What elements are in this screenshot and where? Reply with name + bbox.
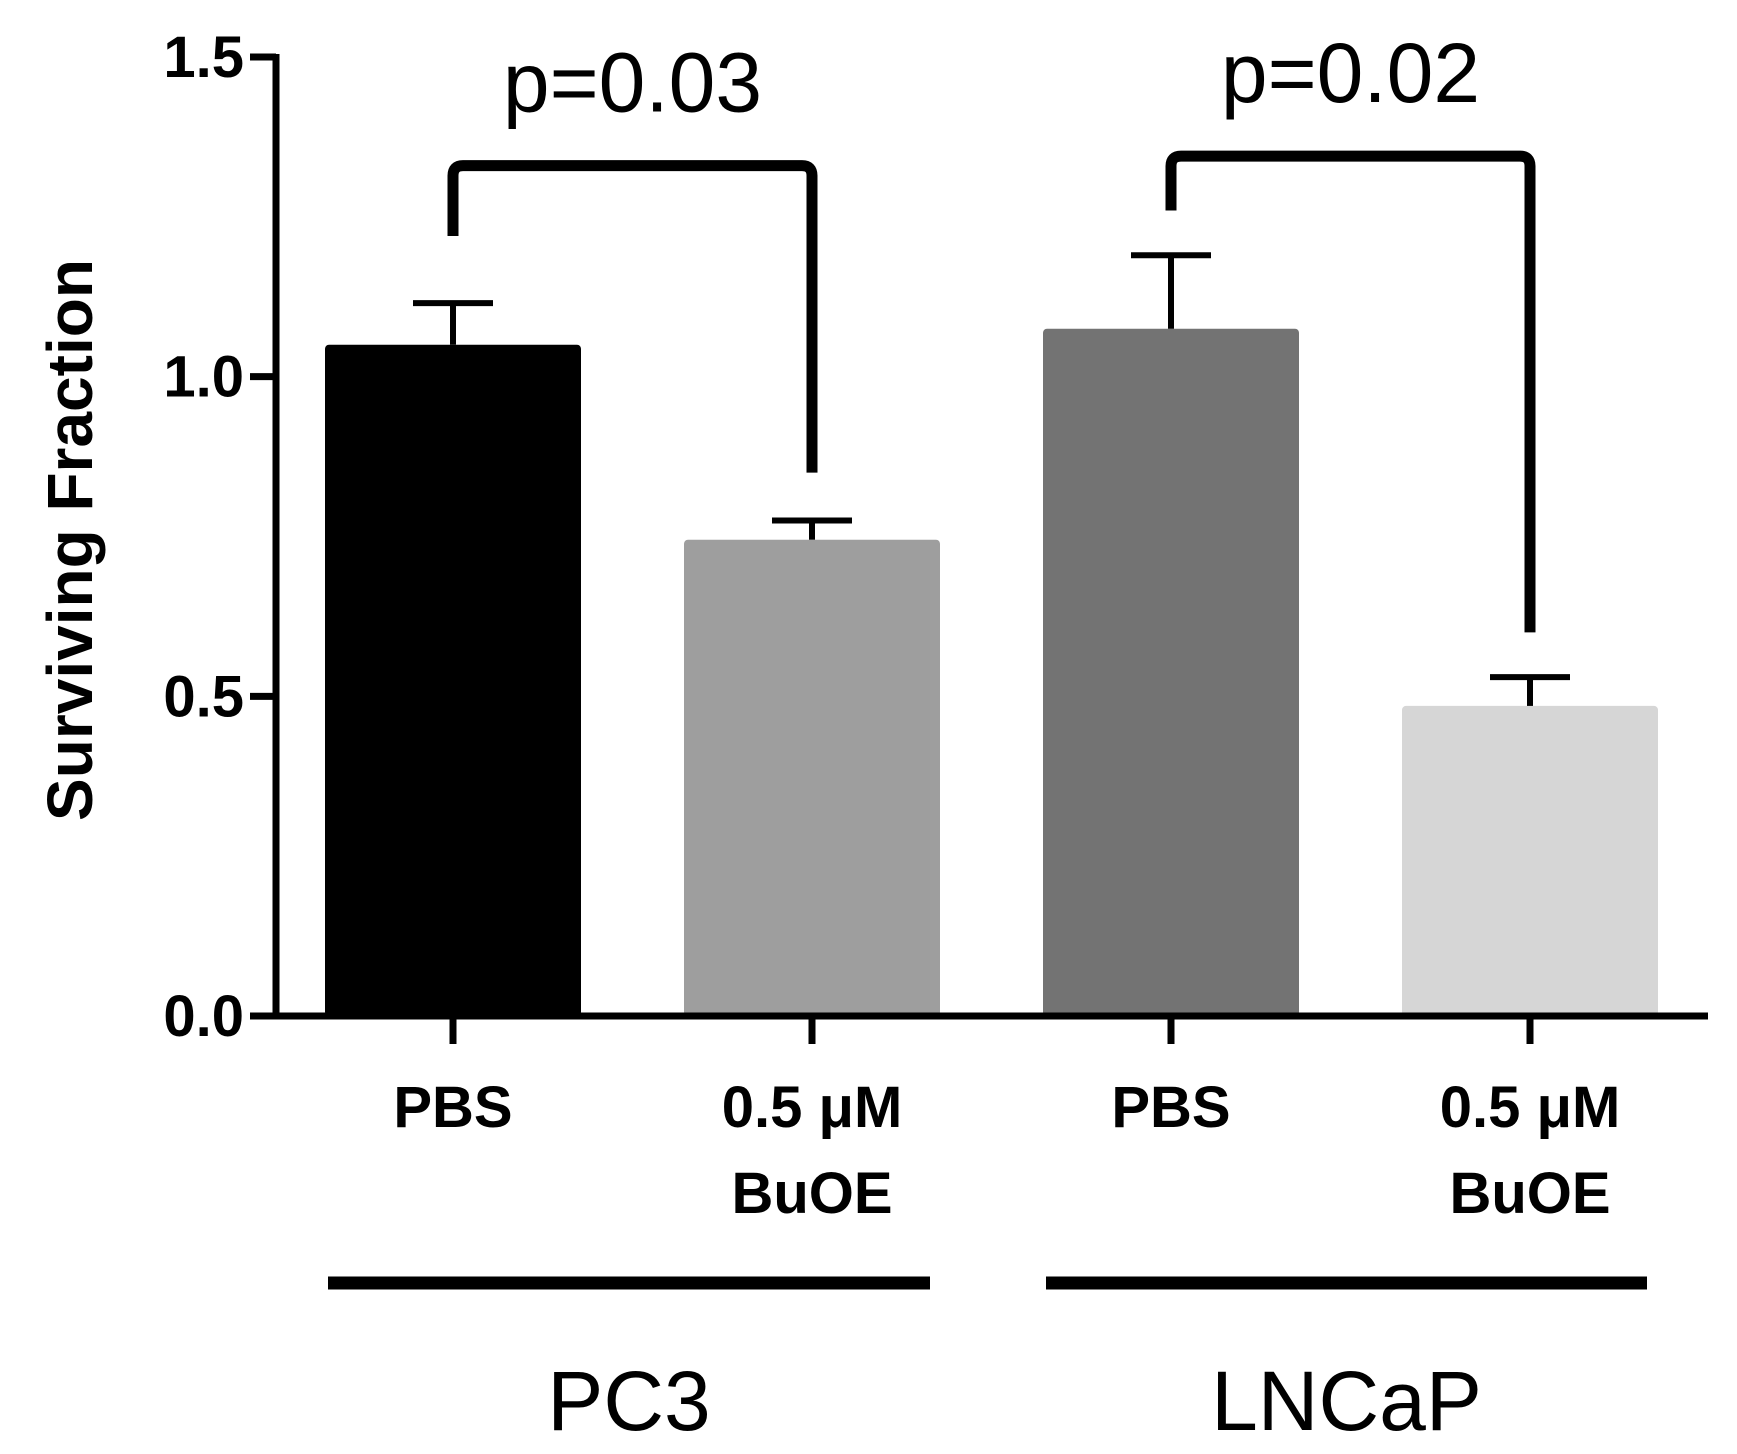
axes	[250, 53, 1708, 1290]
significance-brackets: p=0.03 p=0.02	[447, 26, 1536, 633]
y-tick-label: 1.5	[163, 25, 244, 90]
x-category-label: 0.5 μM	[722, 1075, 903, 1140]
y-tick-label: 0.5	[163, 664, 244, 729]
x-category-label-line2: BuOE	[1449, 1161, 1610, 1226]
x-category-label-line2: BuOE	[731, 1161, 892, 1226]
error-bar-3	[1490, 674, 1570, 706]
error-bars	[413, 252, 1570, 706]
y-tick-label: 1.0	[163, 345, 244, 410]
bar-2	[1043, 328, 1299, 1016]
error-bar-0	[413, 300, 493, 345]
bar-1	[684, 539, 940, 1016]
x-category-label: 0.5 μM	[1440, 1075, 1621, 1140]
error-bar-1	[772, 517, 852, 540]
p-value-label: p=0.03	[503, 36, 762, 130]
x-category-label: PBS	[393, 1075, 512, 1140]
bracket-line	[447, 160, 818, 473]
labels: 0.0 0.5 1.0 1.5 Surviving Fraction PBS 0.5 μM B…	[34, 25, 1620, 1448]
bracket-line	[1165, 150, 1536, 633]
significance-bracket-1: p=0.02	[1165, 26, 1536, 633]
bars	[325, 328, 1658, 1016]
bar-0	[325, 344, 581, 1016]
y-tick-label: 0.0	[163, 984, 244, 1049]
y-axis-title: Surviving Fraction	[34, 259, 106, 821]
x-category-label: PBS	[1111, 1075, 1230, 1140]
error-bar-2	[1131, 252, 1211, 329]
group-label: LNCaP	[1211, 1354, 1482, 1448]
group-label: PC3	[547, 1354, 710, 1448]
significance-bracket-0: p=0.03	[447, 36, 818, 473]
bar-3	[1402, 705, 1658, 1016]
p-value-label: p=0.02	[1221, 26, 1480, 120]
